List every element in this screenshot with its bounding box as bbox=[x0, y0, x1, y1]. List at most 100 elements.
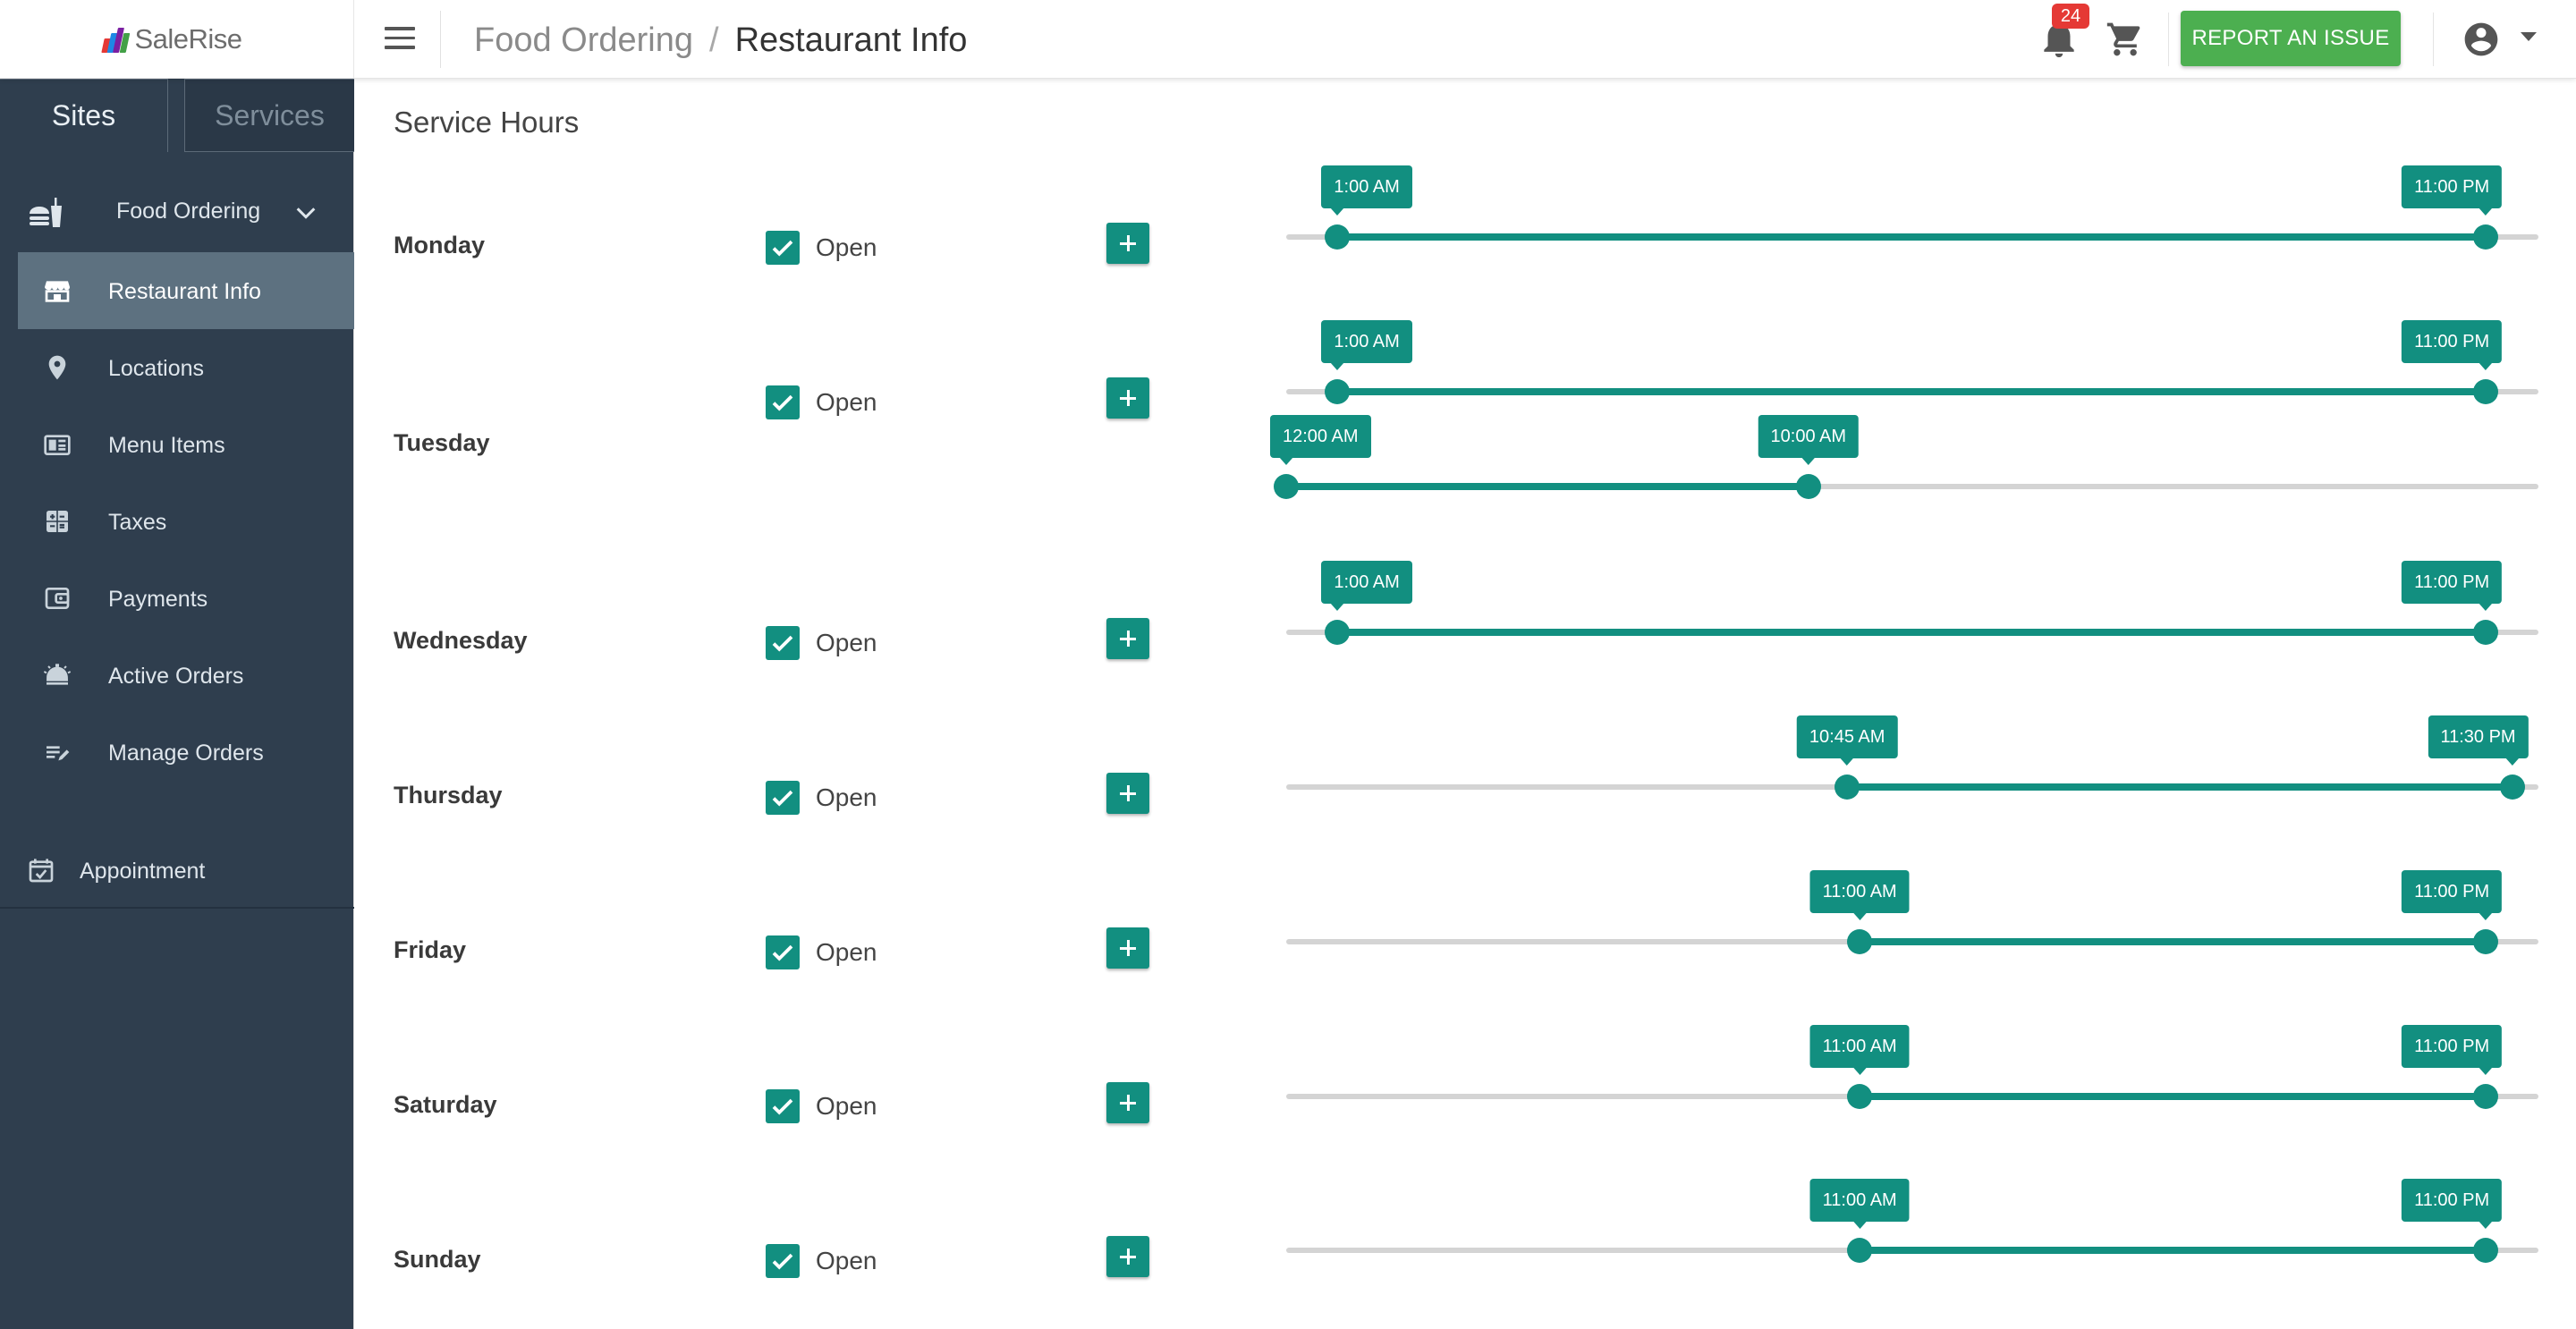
nav-group-label: Food Ordering bbox=[116, 199, 261, 224]
notifications-count-badge: 24 bbox=[2052, 4, 2089, 29]
storefront-icon bbox=[43, 276, 72, 305]
start-time-tooltip: 10:45 AM bbox=[1796, 715, 1898, 766]
sidebar-item-taxes[interactable]: Taxes bbox=[18, 483, 354, 560]
slider-selected-range bbox=[1860, 1093, 2487, 1100]
sidebar: Sites Services Food Ordering Restaurant … bbox=[0, 79, 354, 1329]
add-time-range-button-friday[interactable] bbox=[1106, 927, 1149, 969]
day-label-saturday: Saturday bbox=[394, 1091, 497, 1118]
sidebar-item-label: Active Orders bbox=[108, 664, 244, 689]
tab-sites[interactable]: Sites bbox=[0, 79, 168, 152]
chevron-down-icon bbox=[293, 200, 318, 225]
sidebar-item-payments[interactable]: Payments bbox=[18, 560, 354, 637]
open-checkbox-wednesday[interactable] bbox=[766, 626, 800, 660]
end-time-tooltip: 11:00 PM bbox=[2402, 1025, 2503, 1075]
start-time-tooltip: 12:00 AM bbox=[1270, 415, 1371, 465]
day-label-wednesday: Wednesday bbox=[394, 627, 528, 654]
slider-rail bbox=[1286, 484, 2538, 489]
open-label: Open bbox=[816, 233, 877, 261]
divider bbox=[2433, 13, 2434, 66]
start-time-tooltip: 1:00 AM bbox=[1321, 561, 1412, 611]
account-dropdown-caret-icon[interactable] bbox=[2521, 32, 2537, 41]
open-label: Open bbox=[816, 1247, 877, 1274]
slider-thumb-start[interactable] bbox=[1847, 929, 1873, 954]
divider bbox=[2168, 13, 2169, 66]
fast-food-icon bbox=[27, 195, 64, 231]
cart-icon[interactable] bbox=[2106, 20, 2145, 59]
sidebar-item-label: Payments bbox=[108, 587, 208, 612]
account-circle-icon[interactable] bbox=[2462, 20, 2501, 59]
open-checkbox-sunday[interactable] bbox=[766, 1244, 800, 1278]
tab-services[interactable]: Services bbox=[184, 79, 354, 152]
slider-thumb-start[interactable] bbox=[1325, 224, 1351, 250]
calendar-check-icon bbox=[27, 856, 55, 885]
slider-thumb-end[interactable] bbox=[2473, 1084, 2499, 1109]
nav-group-food-ordering[interactable]: Food Ordering bbox=[0, 184, 354, 241]
menu-toggle-icon[interactable] bbox=[385, 27, 415, 50]
slider-thumb-start[interactable] bbox=[1835, 775, 1860, 800]
open-label: Open bbox=[816, 783, 877, 811]
slider-thumb-end[interactable] bbox=[2473, 224, 2499, 250]
add-time-range-button-tuesday[interactable] bbox=[1106, 377, 1149, 419]
add-time-range-button-wednesday[interactable] bbox=[1106, 618, 1149, 659]
sidebar-item-label: Taxes bbox=[108, 510, 167, 535]
sidebar-tabs: Sites Services bbox=[0, 79, 354, 152]
slider-selected-range bbox=[1337, 629, 2487, 636]
slider-thumb-start[interactable] bbox=[1274, 474, 1299, 499]
open-checkbox-monday[interactable] bbox=[766, 231, 800, 265]
end-time-tooltip: 11:00 PM bbox=[2402, 320, 2503, 370]
day-label-thursday: Thursday bbox=[394, 782, 503, 808]
add-time-range-button-sunday[interactable] bbox=[1106, 1236, 1149, 1277]
sidebar-item-locations[interactable]: Locations bbox=[18, 329, 354, 406]
sidebar-item-appointment[interactable]: Appointment bbox=[0, 832, 354, 909]
sidebar-item-restaurant-info[interactable]: Restaurant Info bbox=[18, 252, 354, 329]
day-label-tuesday: Tuesday bbox=[394, 429, 490, 456]
start-time-tooltip: 11:00 AM bbox=[1809, 870, 1910, 920]
add-time-range-button-monday[interactable] bbox=[1106, 223, 1149, 264]
slider-thumb-end[interactable] bbox=[2473, 620, 2499, 645]
breadcrumb-parent[interactable]: Food Ordering bbox=[474, 21, 694, 59]
breadcrumb-separator: / bbox=[709, 21, 719, 59]
add-time-range-button-saturday[interactable] bbox=[1106, 1082, 1149, 1123]
slider-thumb-start[interactable] bbox=[1325, 379, 1351, 404]
section-title: Service Hours bbox=[394, 106, 580, 139]
sidebar-item-label: Manage Orders bbox=[108, 741, 264, 766]
open-checkbox-friday[interactable] bbox=[766, 935, 800, 969]
day-label-sunday: Sunday bbox=[394, 1246, 481, 1273]
slider-thumb-end[interactable] bbox=[1795, 474, 1821, 499]
slider-thumb-start[interactable] bbox=[1847, 1238, 1873, 1263]
slider-thumb-end[interactable] bbox=[2473, 1238, 2499, 1263]
slider-thumb-start[interactable] bbox=[1847, 1084, 1873, 1109]
service-bell-icon bbox=[43, 661, 72, 690]
brand-name: SaleRise bbox=[134, 23, 242, 55]
open-checkbox-saturday[interactable] bbox=[766, 1089, 800, 1123]
brand-logo[interactable]: SaleRise bbox=[100, 23, 242, 55]
edit-list-icon bbox=[43, 738, 72, 766]
start-time-tooltip: 1:00 AM bbox=[1321, 165, 1412, 216]
notifications-bell-icon[interactable] bbox=[2041, 20, 2077, 59]
slider-selected-range bbox=[1860, 1247, 2487, 1254]
sidebar-item-menu-items[interactable]: Menu Items bbox=[18, 406, 354, 483]
breadcrumb: Food Ordering / Restaurant Info bbox=[474, 20, 967, 61]
divider bbox=[440, 11, 441, 68]
brand-logo-icon bbox=[100, 24, 131, 55]
sidebar-item-label: Locations bbox=[108, 356, 205, 381]
sidebar-item-manage-orders[interactable]: Manage Orders bbox=[18, 714, 354, 791]
sidebar-item-active-orders[interactable]: Active Orders bbox=[18, 637, 354, 714]
top-bar: SaleRise Food Ordering / Restaurant Info 2… bbox=[0, 0, 2576, 79]
report-issue-button[interactable]: REPORT AN ISSUE bbox=[2181, 11, 2401, 66]
slider-thumb-end[interactable] bbox=[2499, 775, 2525, 800]
slider-thumb-end[interactable] bbox=[2473, 379, 2499, 404]
end-time-tooltip: 11:00 PM bbox=[2402, 1179, 2503, 1229]
slider-thumb-start[interactable] bbox=[1325, 620, 1351, 645]
add-time-range-button-thursday[interactable] bbox=[1106, 773, 1149, 814]
open-checkbox-thursday[interactable] bbox=[766, 781, 800, 815]
end-time-tooltip: 11:00 PM bbox=[2402, 165, 2503, 216]
sidebar-item-label: Menu Items bbox=[108, 433, 225, 458]
slider-thumb-end[interactable] bbox=[2473, 929, 2499, 954]
open-label: Open bbox=[816, 1092, 877, 1120]
day-label-friday: Friday bbox=[394, 936, 467, 963]
open-checkbox-tuesday[interactable] bbox=[766, 385, 800, 419]
slider-selected-range bbox=[1337, 233, 2487, 241]
logo-area: SaleRise bbox=[0, 0, 354, 79]
start-time-tooltip: 1:00 AM bbox=[1321, 320, 1412, 370]
